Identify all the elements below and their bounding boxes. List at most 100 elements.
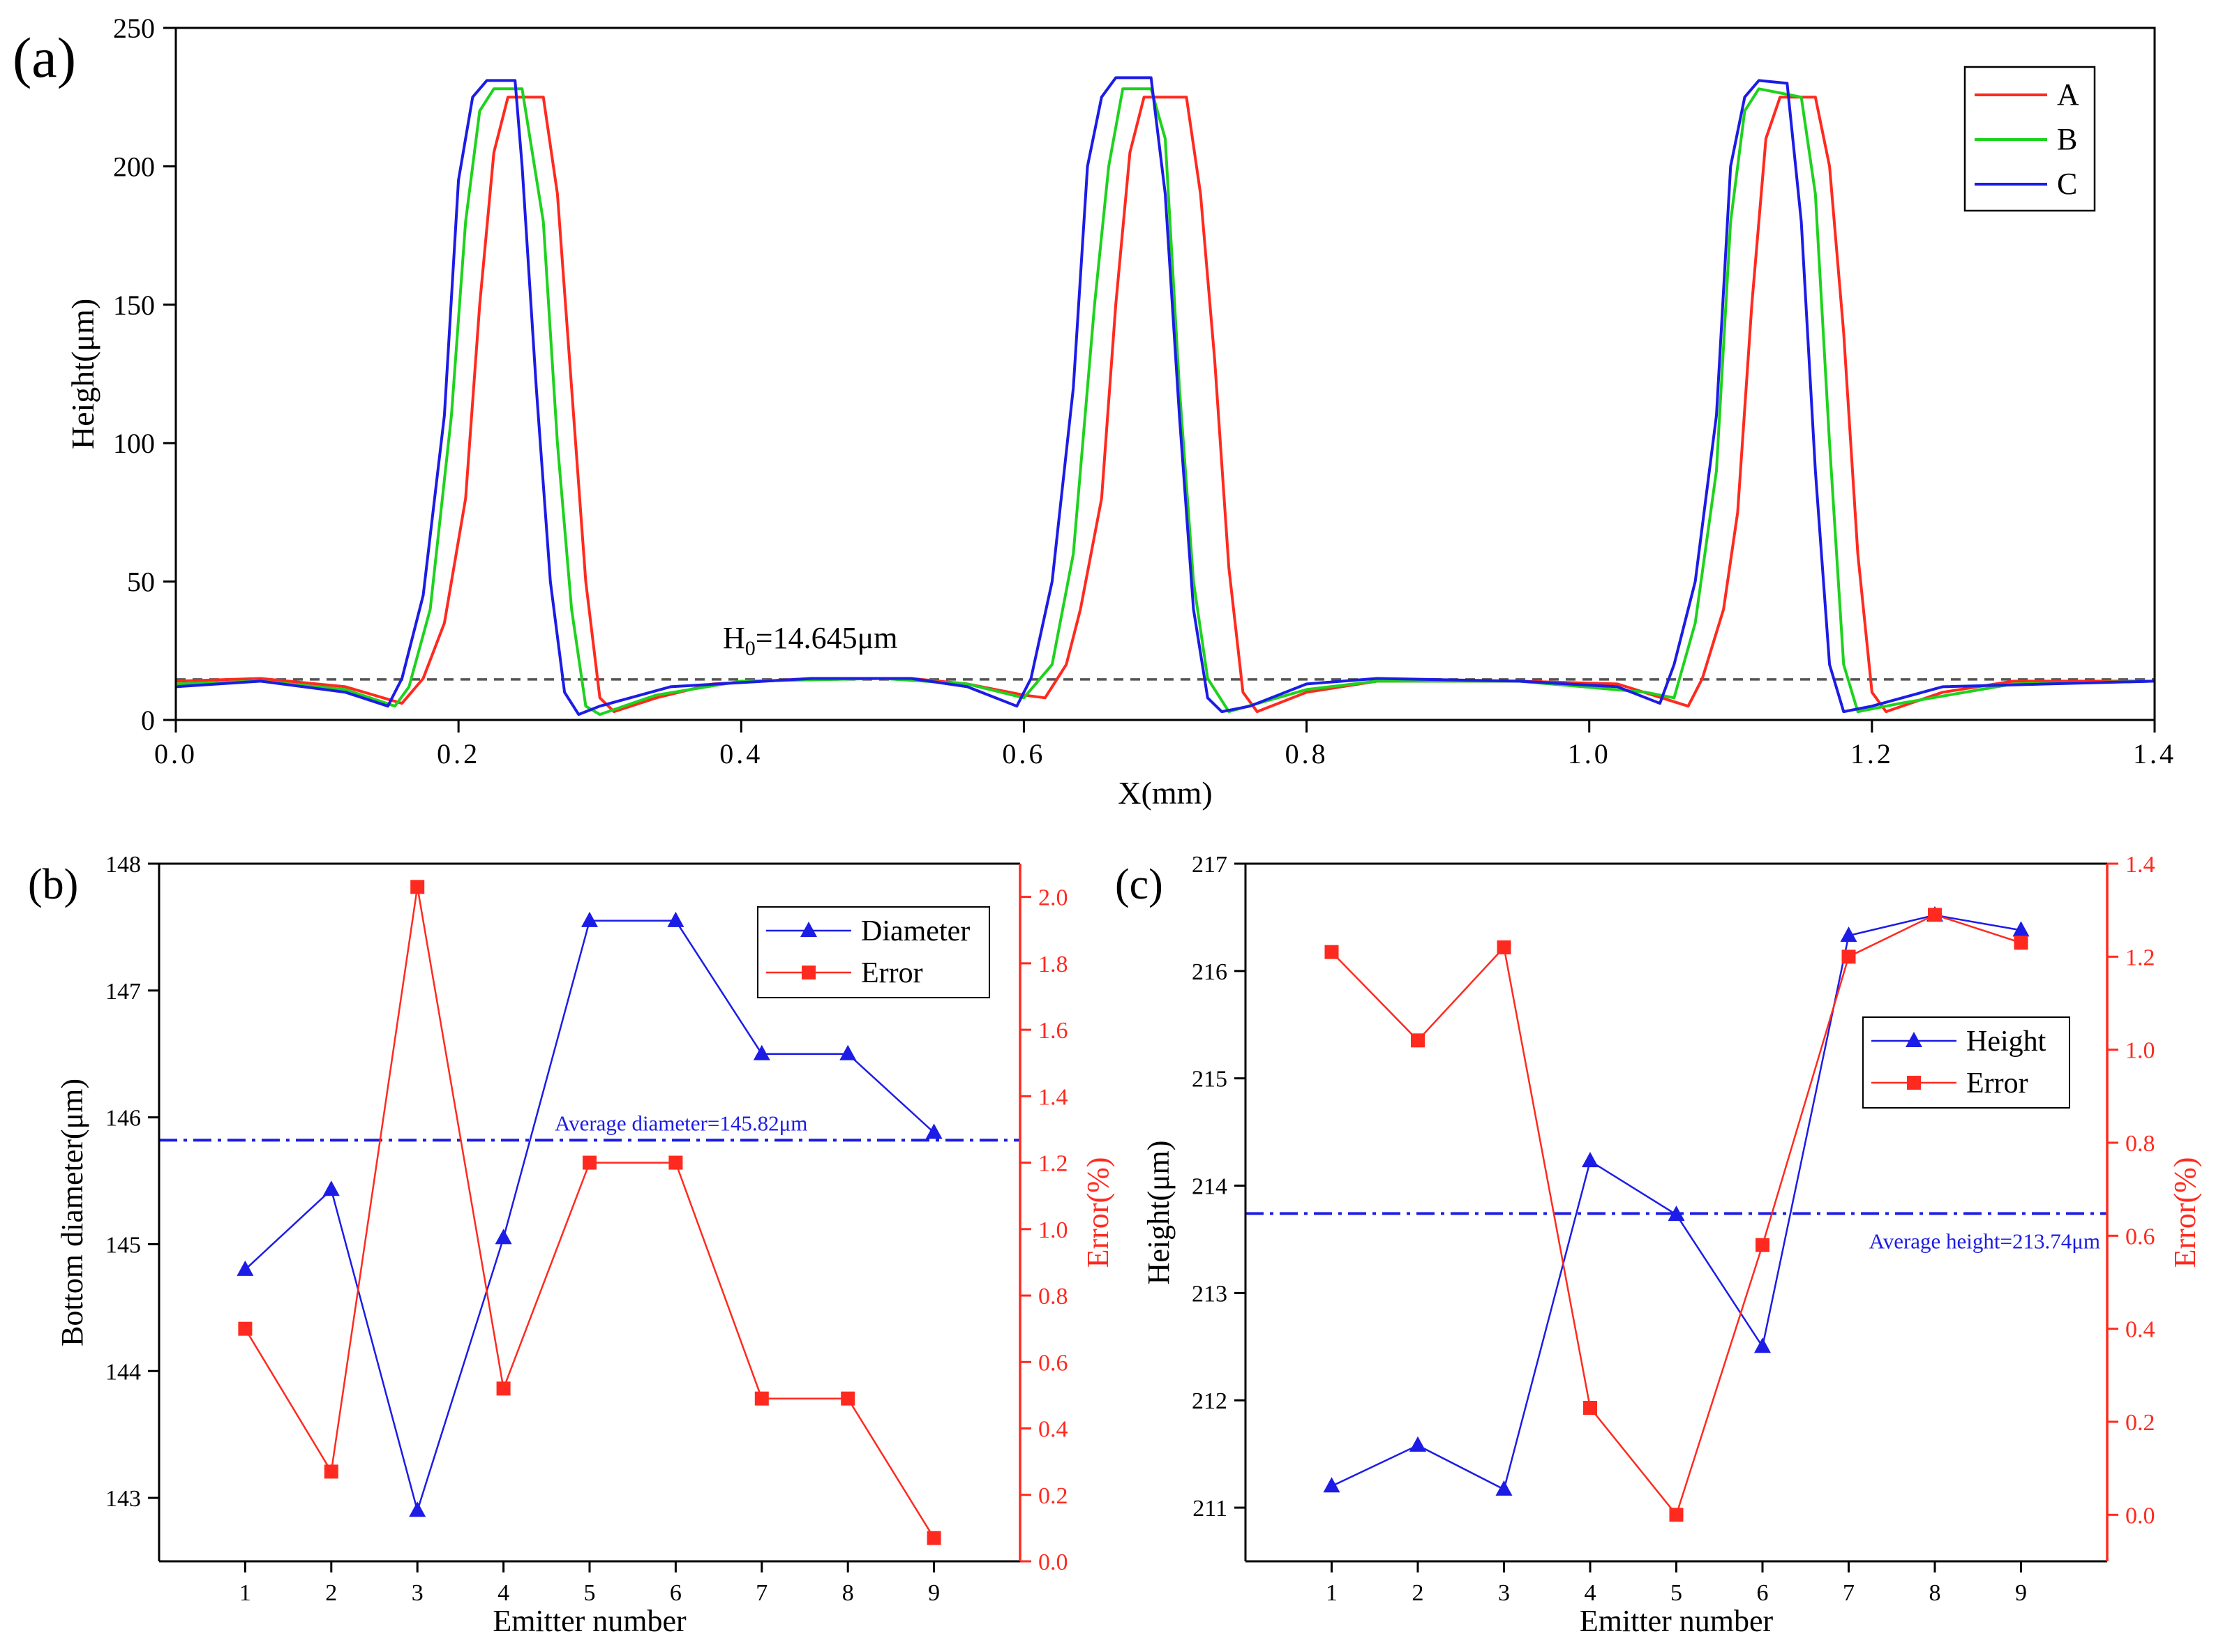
x-tick-label: 5 <box>1670 1580 1682 1606</box>
data-point-error <box>1583 1401 1597 1415</box>
x-axis-label: Emitter number <box>493 1604 687 1638</box>
reference-line-label: Average diameter=145.82μm <box>555 1111 807 1135</box>
y-axis-label: Height(μm) <box>65 299 100 449</box>
series-line-a <box>175 96 2155 714</box>
plot-frame-a <box>174 27 2156 721</box>
y2-tick-label: 0.6 <box>1038 1350 1068 1376</box>
y2-tick-label: 0.2 <box>1038 1483 1068 1509</box>
x-tick-label: 7 <box>756 1580 768 1606</box>
legend-label-error: Error <box>861 957 923 989</box>
legend-label-c: C <box>2057 167 2077 201</box>
data-point-error <box>754 1391 769 1406</box>
x-tick-label: 0.8 <box>1285 738 1328 769</box>
data-point-error <box>496 1381 511 1396</box>
data-point-error <box>324 1464 338 1479</box>
data-point-error <box>841 1391 855 1406</box>
data-point-diameter <box>322 1180 340 1196</box>
data-point-error <box>583 1155 597 1170</box>
y-tick-label: 217 <box>1192 852 1227 878</box>
legend-swatch-marker-height <box>1906 1032 1922 1047</box>
y-tick-label: 215 <box>1192 1067 1227 1092</box>
legend-label-a: A <box>2057 77 2079 112</box>
y2-tick-label: 0.8 <box>2125 1131 2155 1157</box>
y-tick-label: 145 <box>105 1232 141 1258</box>
reference-line-label: Average height=213.74μm <box>1869 1229 2100 1254</box>
legend-label-b: B <box>2057 122 2077 156</box>
y2-tick-label: 1.4 <box>2125 852 2155 878</box>
legend-label-height: Height <box>1966 1026 2046 1058</box>
data-point-error <box>410 880 425 894</box>
data-point-height <box>1409 1436 1426 1452</box>
legend-swatch-marker-error <box>1907 1076 1921 1090</box>
x-tick-label: 9 <box>928 1580 940 1606</box>
legend-box <box>757 906 990 998</box>
x-tick-label: 0.6 <box>1002 738 1045 769</box>
x-tick-label: 8 <box>1929 1580 1941 1606</box>
x-tick-label: 7 <box>1843 1580 1855 1606</box>
data-point-diameter <box>409 1501 426 1517</box>
y-tick-label: 250 <box>113 13 155 44</box>
data-point-height <box>1840 926 1857 943</box>
x-tick-label: 1.4 <box>2133 738 2176 769</box>
y2-tick-label: 1.2 <box>1038 1151 1068 1177</box>
x-axis-label: X(mm) <box>1118 775 1212 811</box>
data-point-height <box>1582 1152 1599 1168</box>
y-tick-label: 144 <box>105 1359 141 1385</box>
x-tick-label: 6 <box>1757 1580 1769 1606</box>
series-line-c <box>175 76 2155 716</box>
y-tick-label: 200 <box>113 151 155 182</box>
x-tick-label: 0.0 <box>154 738 197 769</box>
data-point-height <box>1323 1477 1340 1493</box>
data-point-error <box>1756 1238 1769 1252</box>
x-tick-label: 1 <box>1326 1580 1338 1606</box>
y-tick-label: 216 <box>1192 959 1227 985</box>
y-tick-label: 148 <box>105 852 141 878</box>
data-point-height <box>2012 921 2030 937</box>
x-tick-label: 3 <box>1498 1580 1510 1606</box>
y-tick-label: 213 <box>1192 1281 1227 1307</box>
data-point-diameter <box>753 1044 770 1060</box>
legend-label-error: Error <box>1966 1067 2028 1099</box>
y-tick-label: 146 <box>105 1106 141 1132</box>
y2-tick-label: 0.0 <box>1038 1549 1068 1575</box>
y-tick-label: 143 <box>105 1486 141 1512</box>
chart-c-height: Average height=213.74μm 1 2 3 4 5 6 7 8 9 211 212 21… <box>1142 852 2202 1638</box>
x-tick-label: 1.2 <box>1850 738 1894 769</box>
y-tick-label: 212 <box>1192 1388 1227 1414</box>
data-point-error <box>1497 940 1511 954</box>
legend-swatch-marker-diameter <box>800 922 817 937</box>
x-tick-label: 1.0 <box>1568 738 1611 769</box>
y2-tick-label: 0.8 <box>1038 1284 1068 1309</box>
y2-tick-label: 1.0 <box>1038 1217 1068 1243</box>
x-tick-label: 5 <box>584 1580 596 1606</box>
x-tick-label: 1 <box>239 1580 251 1606</box>
y-tick-label: 214 <box>1192 1174 1227 1200</box>
x-tick-label: 2 <box>1412 1580 1424 1606</box>
data-point-height <box>1495 1480 1513 1496</box>
data-point-diameter <box>839 1044 857 1060</box>
data-point-height <box>1668 1206 1685 1222</box>
legend-swatch-marker-error <box>802 966 816 979</box>
data-point-error <box>668 1155 683 1170</box>
y2-tick-label: 1.8 <box>1038 952 1068 977</box>
series-line-b <box>175 87 2155 716</box>
data-point-diameter <box>237 1260 254 1276</box>
x-tick-label: 0.2 <box>437 738 480 769</box>
data-point-diameter <box>581 911 598 927</box>
y2-tick-label: 1.0 <box>2125 1038 2155 1064</box>
x-tick-label: 8 <box>842 1580 854 1606</box>
y2-tick-label: 0.4 <box>1038 1417 1068 1443</box>
data-point-height <box>1754 1337 1771 1353</box>
y2-tick-label: 1.4 <box>1038 1084 1068 1110</box>
data-point-error <box>1669 1508 1684 1522</box>
annotation-h0: H0=14.645μm <box>723 621 897 660</box>
legend-label-diameter: Diameter <box>861 915 970 947</box>
data-point-error <box>1928 908 1942 922</box>
data-point-error <box>238 1321 253 1336</box>
x-tick-label: 6 <box>670 1580 682 1606</box>
legend-box <box>1862 1016 2070 1109</box>
y-tick-label: 147 <box>105 979 141 1005</box>
x-tick-label: 4 <box>497 1580 509 1606</box>
data-point-diameter <box>495 1229 512 1245</box>
